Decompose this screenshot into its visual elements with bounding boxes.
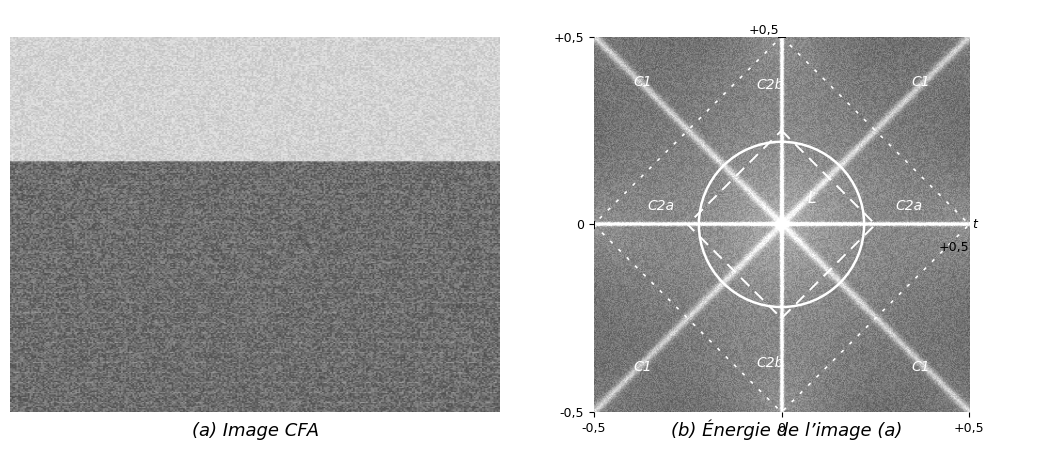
Text: (a) Image CFA: (a) Image CFA	[192, 422, 319, 440]
Text: C2a: C2a	[648, 199, 675, 213]
Text: +0,5: +0,5	[939, 241, 969, 254]
Text: t: t	[969, 218, 978, 231]
Text: C1: C1	[634, 75, 652, 89]
Text: C1: C1	[634, 360, 652, 374]
Text: C2b: C2b	[756, 356, 784, 371]
Text: C1: C1	[911, 75, 929, 89]
Text: C1: C1	[911, 360, 929, 374]
Text: C2b: C2b	[756, 78, 784, 93]
Text: L: L	[808, 191, 816, 206]
Text: C2a: C2a	[896, 199, 923, 213]
Text: (b) Énergie de l’image (a): (b) Énergie de l’image (a)	[671, 419, 902, 440]
Text: +0,5: +0,5	[749, 24, 779, 37]
